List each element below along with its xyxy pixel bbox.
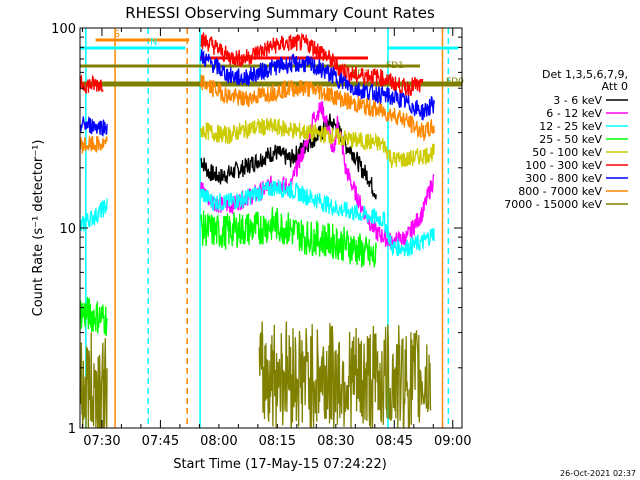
flag-label-S: S	[114, 29, 120, 40]
series-0-segment-0	[200, 113, 377, 200]
legend-label-2: 12 - 25 keV	[539, 120, 602, 133]
flag-label-N: N	[150, 37, 157, 48]
series-1-segment-0	[200, 101, 435, 251]
flag-marker-FD1: FD1	[386, 61, 404, 71]
series-7-segment-0	[79, 136, 108, 154]
y-axis-label: Count Rate (s⁻¹ detector⁻¹)	[31, 140, 46, 317]
y-tick-label-1: 1	[68, 422, 76, 437]
series-8-segment-2	[258, 321, 432, 429]
series-6-segment-1	[200, 49, 435, 121]
legend-label-5: 100 - 300 keV	[525, 159, 602, 172]
series-5-segment-1	[200, 32, 424, 97]
legend-label-6: 300 - 800 keV	[525, 172, 602, 185]
legend-label-0: 3 - 6 keV	[553, 94, 602, 107]
series-7-segment-1	[200, 74, 435, 141]
x-tick-label-08:45: 08:45	[376, 434, 413, 449]
legend-label-7: 800 - 7000 keV	[518, 185, 602, 198]
legend-label-8: 7000 - 15000 keV	[504, 198, 602, 211]
flag-marker-FD0: FD0	[446, 77, 464, 87]
x-tick-label-07:30: 07:30	[83, 434, 120, 449]
legend-label-4: 50 - 100 keV	[532, 146, 602, 159]
legend-header-line-2: Att 0	[602, 80, 628, 93]
legend-header-line-1: Det 1,3,5,6,7,9,	[542, 68, 628, 81]
x-tick-label-08:15: 08:15	[259, 434, 296, 449]
series-3-segment-1	[200, 206, 377, 268]
series-2-segment-1	[200, 180, 435, 257]
series-3-segment-0	[79, 296, 108, 337]
series-4-segment-0	[200, 117, 435, 168]
legend-label-3: 25 - 50 keV	[539, 133, 602, 146]
x-tick-label-09:00: 09:00	[434, 434, 471, 449]
y-tick-label-100: 100	[51, 22, 76, 37]
x-tick-label-08:30: 08:30	[317, 434, 354, 449]
series-8-segment-0	[79, 332, 108, 429]
x-axis-label: Start Time (17-May-15 07:24:22)	[173, 457, 387, 472]
series-2-segment-0	[79, 198, 108, 232]
x-tick-label-07:45: 07:45	[142, 434, 179, 449]
y-tick-label-10: 10	[59, 222, 76, 237]
timestamp: 26-Oct-2021 02:37	[560, 469, 636, 478]
series-6-segment-0	[79, 115, 108, 137]
series-5-segment-0	[79, 74, 104, 94]
legend-label-1: 6 - 12 keV	[546, 107, 602, 120]
x-tick-label-08:00: 08:00	[200, 434, 237, 449]
chart-title: RHESSI Observing Summary Count Rates	[125, 4, 435, 22]
